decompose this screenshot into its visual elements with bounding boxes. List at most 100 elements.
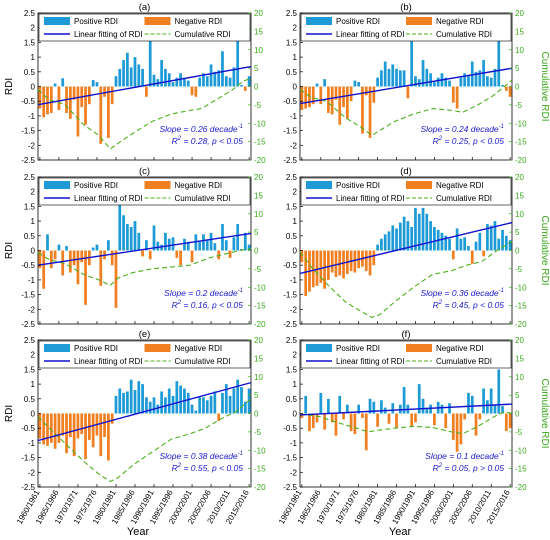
negative-rdi-bar	[504, 413, 508, 432]
negative-rdi-bar	[72, 86, 76, 100]
positive-rdi-bar	[118, 199, 122, 251]
panel-label: (e)	[139, 329, 151, 340]
negative-rdi-bar	[338, 250, 342, 276]
right-tick-label: 10	[254, 210, 263, 219]
negative-rdi-bar	[463, 413, 467, 420]
r2-exponent: 2	[177, 136, 182, 142]
positive-rdi-bar	[133, 57, 137, 87]
positive-rdi-bar	[137, 232, 141, 251]
legend-negative-swatch	[144, 344, 171, 352]
right-tick-label: -5	[515, 265, 523, 274]
linear-fit-line	[37, 381, 252, 442]
r2-symbol: R	[433, 463, 439, 473]
positive-rdi-bar	[228, 77, 232, 87]
negative-rdi-bar	[76, 86, 80, 137]
negative-rdi-bar	[300, 250, 304, 263]
slope-annotation: Slope = 0.2 decade-1	[164, 288, 243, 298]
negative-rdi-bar	[508, 413, 512, 429]
positive-rdi-bar	[209, 232, 213, 251]
slope-annotation: Slope = 0.36 decade-1	[420, 288, 504, 298]
left-tick-label: -2.5	[283, 156, 297, 165]
positive-rdi-bar	[489, 388, 493, 414]
negative-rdi-bar	[334, 250, 338, 277]
negative-rdi-bar	[361, 413, 364, 418]
left-tick-label: 2	[31, 24, 36, 33]
negative-rdi-bar	[84, 250, 87, 305]
positive-rdi-bar	[137, 64, 141, 87]
positive-rdi-bar	[463, 237, 467, 251]
positive-rdi-bar	[114, 76, 118, 87]
legend: Positive RDI Negative RDI Linear fitting o…	[38, 13, 251, 42]
negative-rdi-bar	[68, 250, 72, 273]
right-tick-label: 10	[515, 46, 524, 55]
negative-rdi-bar	[175, 250, 179, 258]
linear-fit-line	[37, 232, 252, 266]
positive-rdi-bar	[497, 369, 501, 414]
positive-rdi-bar	[433, 82, 436, 87]
positive-rdi-bar	[433, 226, 436, 251]
linear-fit-line	[299, 221, 513, 275]
slope-exponent: -1	[499, 124, 504, 130]
r2-exponent: 2	[177, 463, 182, 469]
slope-text: Slope = 0.2 decade	[164, 288, 238, 298]
positive-rdi-bar	[213, 391, 217, 414]
negative-rdi-bar	[372, 250, 376, 266]
legend-negative-swatch	[144, 17, 171, 25]
right-tick-label: 5	[515, 64, 520, 73]
positive-rdi-bar	[368, 398, 372, 414]
right-tick-label: 0	[254, 410, 259, 419]
positive-rdi-bar	[391, 403, 395, 414]
left-tick-label: 1	[31, 380, 36, 389]
positive-rdi-bar	[467, 392, 470, 414]
positive-rdi-bar	[486, 76, 489, 87]
positive-rdi-bar	[508, 240, 512, 251]
legend-positive-swatch	[306, 344, 332, 352]
left-axis-title: RDI	[4, 78, 15, 95]
negative-rdi-bar	[103, 413, 106, 438]
right-tick-label: -20	[515, 483, 527, 492]
negative-rdi-bar	[410, 413, 414, 427]
r2-text: = 0.05, p > 0.05	[442, 463, 504, 473]
positive-rdi-bar	[353, 80, 357, 87]
legend-negative-label: Negative RDI	[175, 17, 223, 26]
negative-rdi-bar	[84, 413, 87, 460]
negative-rdi-bar	[323, 250, 326, 289]
negative-rdi-bar	[361, 86, 364, 134]
positive-rdi-bar	[504, 235, 508, 251]
positive-rdi-bar	[414, 76, 417, 87]
negative-rdi-bar	[38, 250, 42, 269]
positive-rdi-bar	[486, 224, 489, 251]
right-tick-label: -20	[254, 156, 266, 165]
right-tick-label: 15	[515, 191, 524, 200]
positive-rdi-bar	[213, 243, 217, 251]
left-tick-label: 2.5	[286, 336, 298, 345]
negative-rdi-bar	[103, 86, 106, 97]
right-tick-label: 10	[254, 46, 263, 55]
slope-text: Slope = 0.38 decade	[159, 451, 237, 461]
positive-rdi-bar	[470, 61, 474, 87]
slope-annotation: Slope = 0.24 decade-1	[420, 124, 504, 134]
right-tick-label: 5	[254, 391, 259, 400]
left-tick-label: -0.5	[283, 261, 297, 270]
r2-symbol: R	[172, 300, 178, 310]
positive-rdi-bar	[383, 234, 387, 251]
cumulative-rdi-line	[37, 248, 252, 287]
legend: Positive RDI Negative RDI Linear fitting o…	[300, 177, 512, 206]
negative-rdi-bar	[38, 413, 42, 439]
left-tick-label: -2	[290, 468, 298, 477]
panel-e: 2.5 2 1.5 1 0.5 0 -0.5 -1 -1.5 -2 -2.5 20 15 10 5 0 -5 -1…	[4, 329, 266, 526]
negative-rdi-bar	[57, 413, 61, 443]
right-tick-label: 10	[254, 373, 263, 382]
negative-rdi-bar	[342, 250, 345, 279]
positive-rdi-bar	[470, 395, 474, 414]
negative-rdi-bar	[345, 86, 349, 119]
right-tick-label: 5	[515, 228, 520, 237]
right-tick-label: -20	[254, 483, 266, 492]
negative-rdi-bar	[228, 250, 232, 258]
negative-rdi-bar	[49, 86, 53, 113]
slope-exponent: -1	[238, 124, 243, 130]
positive-rdi-bar	[118, 68, 122, 87]
positive-rdi-bar	[122, 60, 125, 87]
legend-positive-swatch	[44, 17, 70, 25]
right-tick-label: -20	[515, 156, 527, 165]
